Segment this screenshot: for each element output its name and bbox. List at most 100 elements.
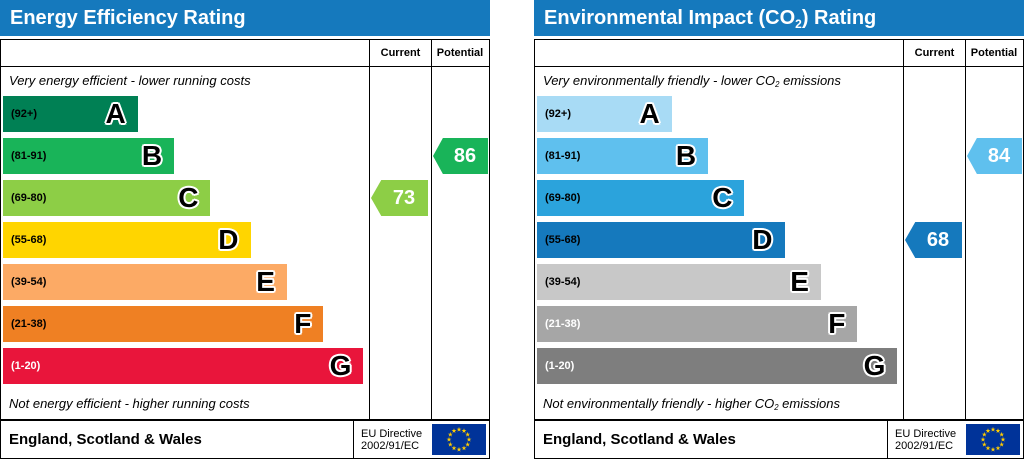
rating-band-e: (39-54) E xyxy=(3,264,367,300)
band-range-label: (92+) xyxy=(11,108,37,120)
energy-efficiency-chart: Energy Efficiency Rating Current Potenti… xyxy=(0,0,490,459)
rating-bands: (92+) A (81-91) B (69-80) C (55-68) D (39-54) E (2… xyxy=(3,96,367,390)
band-letter: G xyxy=(329,350,352,381)
rating-band-d: (55-68) D xyxy=(537,222,901,258)
band-range-label: (81-91) xyxy=(545,150,581,162)
band-letter: C xyxy=(712,182,733,213)
band-letter: A xyxy=(639,98,660,129)
band-range-label: (39-54) xyxy=(545,276,581,288)
rating-band-a: (92+) A xyxy=(537,96,901,132)
eu-directive-line1: EU Directive xyxy=(895,428,957,440)
top-note-text-post: emissions xyxy=(779,73,841,88)
title-text-post: ) Rating xyxy=(801,7,877,29)
current-column-header: Current xyxy=(914,47,955,59)
band-range-label: (39-54) xyxy=(11,276,47,288)
footer-divider xyxy=(353,421,354,458)
band-bar: (1-20) G xyxy=(537,348,898,384)
title-text: Environmental Impact (CO xyxy=(544,7,796,29)
band-range-label: (81-91) xyxy=(11,150,47,162)
eu-directive-line2: 2002/91/EC xyxy=(361,440,420,452)
rating-band-g: (1-20) G xyxy=(3,348,367,384)
band-range-label: (69-80) xyxy=(545,192,581,204)
band-bar: (55-68) D xyxy=(537,222,785,258)
region-label: England, Scotland & Wales xyxy=(543,431,736,448)
band-bar: (1-20) G xyxy=(3,348,364,384)
top-note-text: Very energy efficient - lower running co… xyxy=(9,73,251,88)
footer-divider xyxy=(887,421,888,458)
band-letter: G xyxy=(863,350,886,381)
band-bar: (92+) A xyxy=(3,96,138,132)
rating-band-e: (39-54) E xyxy=(537,264,901,300)
environmental-chart-footer: England, Scotland & Wales EU Directive 2… xyxy=(534,420,1024,459)
environmental-impact-chart: Environmental Impact (CO2) Rating Curren… xyxy=(534,0,1024,459)
title-subscript: 2 xyxy=(795,16,802,31)
band-bar: (21-38) F xyxy=(537,306,858,342)
eu-directive-line2: 2002/91/EC xyxy=(895,440,954,452)
band-bar: (81-91) B xyxy=(3,138,175,174)
rating-band-a: (92+) A xyxy=(3,96,367,132)
rating-band-g: (1-20) G xyxy=(537,348,901,384)
potential-column-header: Potential xyxy=(970,47,1018,59)
rating-band-f: (21-38) F xyxy=(3,306,367,342)
energy-chart-footer: England, Scotland & Wales EU Directive 2… xyxy=(0,420,490,459)
top-note-subscript: 2 xyxy=(775,80,780,90)
rating-band-b: (81-91) B xyxy=(3,138,367,174)
band-letter: A xyxy=(105,98,126,129)
band-letter: F xyxy=(294,308,312,339)
rating-band-f: (21-38) F xyxy=(537,306,901,342)
band-range-label: (92+) xyxy=(545,108,571,120)
current-column-header: Current xyxy=(380,47,421,59)
band-letter: E xyxy=(790,266,809,297)
bottom-note-subscript: 2 xyxy=(774,403,779,413)
potential-rating-arrow: 84 xyxy=(967,138,1022,174)
band-letter: F xyxy=(828,308,846,339)
potential-rating-value: 86 xyxy=(453,145,477,167)
band-letter: D xyxy=(218,224,239,255)
potential-rating-value: 84 xyxy=(987,145,1011,167)
band-range-label: (1-20) xyxy=(545,360,575,372)
eu-directive-label: EU Directive 2002/91/EC xyxy=(361,428,422,452)
region-label: England, Scotland & Wales xyxy=(9,431,202,448)
bottom-note: Not environmentally friendly - higher CO… xyxy=(535,390,903,417)
band-range-label: (55-68) xyxy=(545,234,581,246)
top-note: Very environmentally friendly - lower CO… xyxy=(535,67,903,94)
band-bar: (69-80) C xyxy=(537,180,745,216)
potential-column-header: Potential xyxy=(436,47,484,59)
rating-band-b: (81-91) B xyxy=(537,138,901,174)
potential-rating-arrow: 86 xyxy=(433,138,488,174)
bottom-note-text-post: emissions xyxy=(778,396,840,411)
band-range-label: (21-38) xyxy=(11,318,47,330)
column-header-underline xyxy=(1,66,489,67)
eu-flag-icon xyxy=(966,424,1020,455)
environmental-chart-title: Environmental Impact (CO2) Rating xyxy=(534,0,1024,36)
top-note: Very energy efficient - lower running co… xyxy=(1,67,369,94)
current-rating-arrow: 73 xyxy=(371,180,428,216)
current-rating-value: 68 xyxy=(926,229,950,251)
eu-flag-icon xyxy=(432,424,486,455)
current-rating-value: 73 xyxy=(392,187,416,209)
eu-directive-label: EU Directive 2002/91/EC xyxy=(895,428,956,452)
rating-band-c: (69-80) C xyxy=(3,180,367,216)
band-bar: (81-91) B xyxy=(537,138,709,174)
potential-column-divider xyxy=(965,40,966,419)
bottom-note: Not energy efficient - higher running co… xyxy=(1,390,369,417)
bottom-note-text: Not energy efficient - higher running co… xyxy=(9,396,250,411)
band-bar: (39-54) E xyxy=(537,264,821,300)
rating-band-c: (69-80) C xyxy=(537,180,901,216)
potential-column-divider xyxy=(431,40,432,419)
band-bar: (21-38) F xyxy=(3,306,324,342)
environmental-chart-body: Current Potential Very environmentally f… xyxy=(534,39,1024,420)
band-range-label: (21-38) xyxy=(545,318,581,330)
energy-chart-body: Current Potential Very energy efficient … xyxy=(0,39,490,420)
band-bar: (69-80) C xyxy=(3,180,211,216)
band-range-label: (1-20) xyxy=(11,360,41,372)
band-range-label: (69-80) xyxy=(11,192,47,204)
current-rating-arrow: 68 xyxy=(905,222,962,258)
current-column-divider xyxy=(903,40,904,419)
band-letter: E xyxy=(256,266,275,297)
rating-bands: (92+) A (81-91) B (69-80) C (55-68) D (39-54) E (2… xyxy=(537,96,901,390)
top-note-text: Very environmentally friendly - lower CO xyxy=(543,73,776,88)
band-letter: D xyxy=(752,224,773,255)
current-column-divider xyxy=(369,40,370,419)
